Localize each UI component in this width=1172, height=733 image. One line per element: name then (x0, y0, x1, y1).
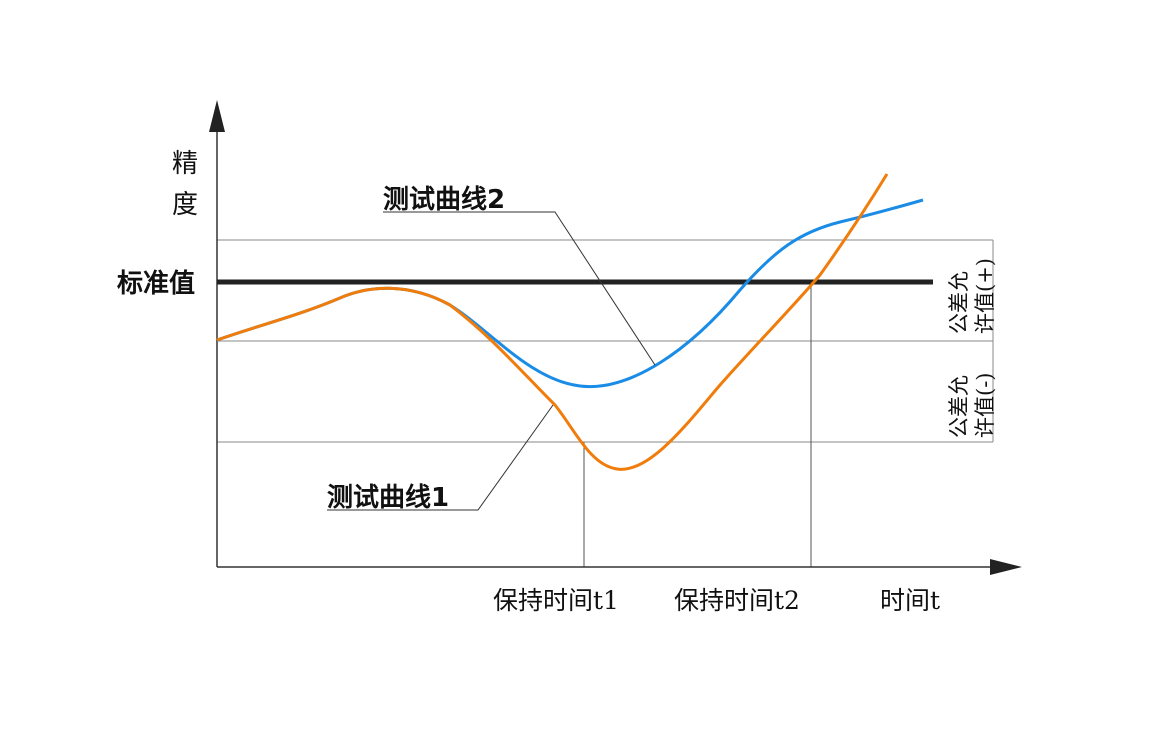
curve-1-leader-line (327, 404, 554, 511)
y-axis-arrow-icon (209, 100, 225, 132)
curve-2-label: 测试曲线2 (383, 185, 505, 215)
x-axis-arrow-icon (990, 559, 1022, 575)
y-axis-label-line2: 度 (172, 190, 198, 220)
test-curve-2 (216, 198, 924, 389)
y-axis-label-line1: 精 (172, 149, 198, 179)
hold-time-t1-label: 保持时间t1 (493, 586, 619, 615)
tolerance-minus-label-line2: 许值(-) (973, 373, 997, 438)
test-curve-1 (216, 173, 889, 471)
x-axis-label: 时间t (880, 586, 940, 615)
tolerance-minus-label-line1: 公差允 (947, 375, 971, 438)
tolerance-plus-label-line1: 公差允 (947, 271, 971, 334)
tolerance-plus-label-line2: 许值(+) (973, 258, 997, 334)
curve-1-label: 测试曲线1 (327, 483, 449, 513)
curve-2-leader-line (383, 211, 656, 366)
standard-value-label: 标准值 (117, 269, 195, 299)
hold-time-t2-label: 保持时间t2 (674, 586, 800, 615)
